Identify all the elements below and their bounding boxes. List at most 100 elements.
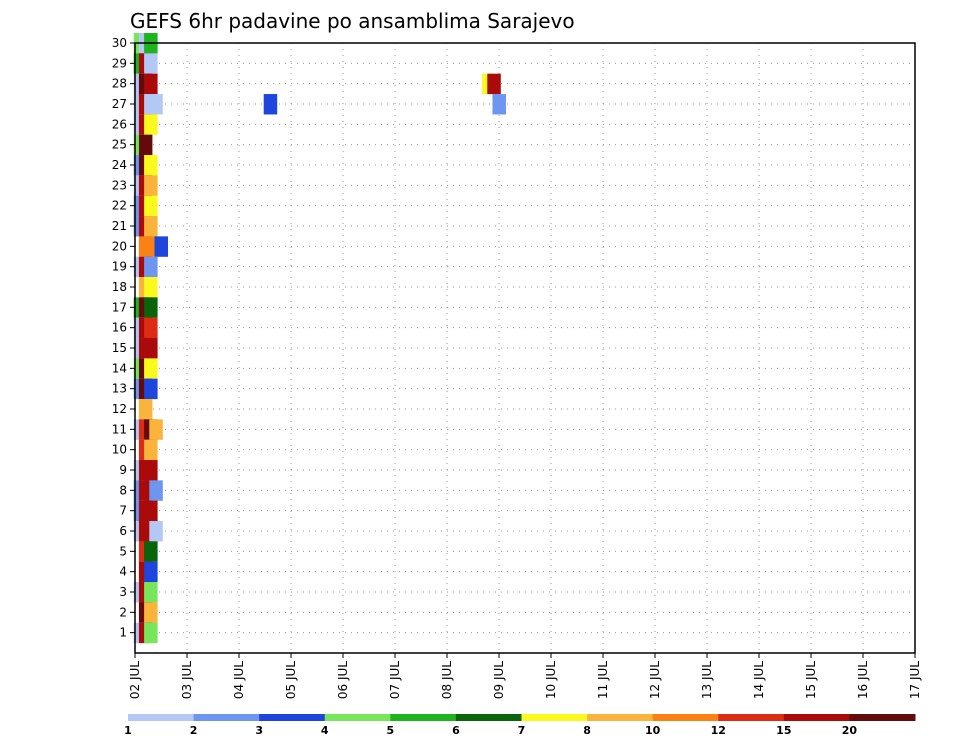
colorbar-label: 10: [645, 724, 661, 737]
heatmap-cell: [149, 419, 163, 440]
colorbar-label: 8: [583, 724, 591, 737]
x-tick-label: 05 JUL: [284, 661, 298, 699]
heatmap-cell: [149, 94, 163, 115]
heatmap-cell: [149, 521, 163, 542]
heatmap-cell: [144, 500, 158, 522]
x-tick-label: 12 JUL: [648, 661, 662, 699]
y-tick-label: 28: [112, 77, 127, 91]
colorbar-swatch: [783, 714, 850, 721]
colorbar-label: 20: [842, 724, 858, 737]
colorbar-swatch: [718, 714, 785, 721]
colorbar-swatch: [390, 714, 457, 721]
heatmap-cell: [149, 480, 163, 501]
y-tick-label: 1: [119, 626, 127, 640]
cells-layer: [133, 33, 506, 644]
grid-layer: [134, 42, 916, 653]
heatmap-cell: [144, 358, 158, 379]
colorbar-swatch: [521, 714, 588, 721]
colorbar-label: 4: [321, 724, 329, 737]
y-tick-label: 11: [112, 422, 127, 436]
colorbar-label: 6: [452, 724, 460, 737]
y-tick-label: 25: [112, 138, 127, 152]
x-tick-label: 02 JUL: [128, 661, 142, 699]
y-tick-label: 21: [112, 219, 127, 233]
y-tick-label: 29: [112, 56, 127, 70]
y-tick-label: 12: [112, 402, 127, 416]
y-tick-label: 23: [112, 178, 127, 192]
y-tick-label: 5: [119, 544, 127, 558]
heatmap-cell: [263, 94, 278, 115]
heatmap-cell: [487, 73, 501, 95]
heatmap-cell: [144, 155, 158, 176]
x-tick-label: 10 JUL: [544, 661, 558, 699]
heatmap-cell: [144, 582, 158, 603]
y-axis: 1234567891011121314151617181920212223242…: [112, 36, 135, 640]
y-tick-label: 15: [112, 341, 127, 355]
heatmap-cell: [144, 256, 158, 278]
heatmap-cell: [144, 561, 158, 583]
y-tick-label: 3: [119, 585, 127, 599]
heatmap-cell: [138, 134, 153, 156]
colorbar-swatch: [259, 714, 326, 721]
x-tick-label: 16 JUL: [856, 661, 870, 699]
heatmap-cell: [144, 277, 158, 298]
heatmap-cell: [144, 439, 158, 461]
colorbar-label: 2: [190, 724, 198, 737]
colorbar-swatch: [128, 714, 195, 721]
y-tick-label: 19: [112, 260, 127, 274]
y-tick-label: 8: [119, 483, 127, 497]
heatmap-cell: [144, 378, 158, 400]
y-tick-label: 26: [112, 117, 127, 131]
y-tick-label: 10: [112, 443, 127, 457]
heatmap-cell: [144, 317, 158, 339]
colorbar-legend: 1 2 3 4 5 6 7 8 10 12 15 20: [124, 714, 916, 737]
heatmap-cell: [144, 73, 158, 95]
y-tick-label: 7: [119, 504, 127, 518]
y-tick-label: 22: [112, 199, 127, 213]
x-tick-label: 17 JUL: [908, 661, 922, 699]
x-tick-label: 07 JUL: [388, 661, 402, 699]
y-tick-label: 6: [119, 524, 127, 538]
colorbar-swatch: [652, 714, 719, 721]
x-tick-label: 15 JUL: [804, 661, 818, 699]
x-tick-label: 04 JUL: [232, 661, 246, 699]
colorbar-swatch: [587, 714, 654, 721]
y-tick-label: 24: [112, 158, 127, 172]
heatmap-cell: [144, 195, 158, 217]
colorbar-label: 5: [387, 724, 395, 737]
colorbar-swatch: [193, 714, 260, 721]
heatmap-cell: [144, 602, 158, 623]
colorbar-swatch: [324, 714, 391, 721]
heatmap-cell: [144, 297, 158, 318]
heatmap-cell: [144, 622, 158, 644]
heatmap-cell: [154, 236, 168, 257]
heatmap-cell: [144, 541, 158, 562]
heatmap-cell: [492, 94, 506, 115]
y-tick-label: 4: [119, 565, 127, 579]
colorbar-swatch: [849, 714, 916, 721]
heatmap-cell: [144, 114, 158, 135]
colorbar-label: 15: [776, 724, 791, 737]
x-tick-label: 08 JUL: [440, 661, 454, 699]
colorbar-label: 12: [711, 724, 726, 737]
y-tick-label: 2: [119, 605, 127, 619]
x-tick-label: 09 JUL: [492, 661, 506, 699]
x-tick-label: 13 JUL: [700, 661, 714, 699]
heatmap-cell: [144, 460, 158, 481]
y-tick-label: 9: [119, 463, 127, 477]
heatmap-cell: [138, 399, 153, 420]
colorbar-label: 7: [518, 724, 526, 737]
heatmap-cell: [144, 175, 158, 196]
heatmap-cell: [144, 53, 158, 74]
x-axis: 02 JUL 03 JUL 04 JUL 05 JUL 06 JUL 07 JUL 08 J…: [128, 653, 922, 699]
x-tick-label: 11 JUL: [596, 661, 610, 699]
colorbar-label: 1: [124, 724, 132, 737]
heatmap-cell: [144, 338, 158, 359]
y-tick-label: 20: [112, 239, 127, 253]
y-tick-label: 27: [112, 97, 127, 111]
y-tick-label: 30: [112, 36, 127, 50]
colorbar-swatch: [455, 714, 522, 721]
y-tick-label: 14: [112, 361, 127, 375]
colorbar-label: 3: [255, 724, 263, 737]
